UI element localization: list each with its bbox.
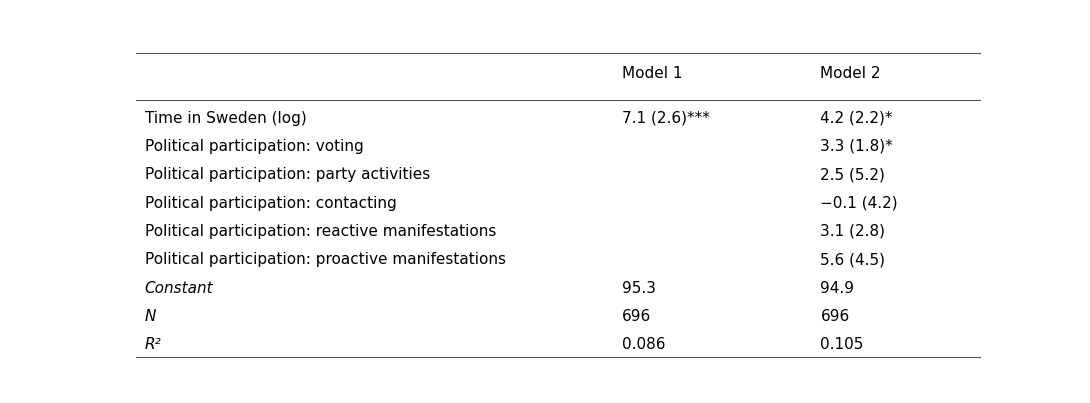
Text: 95.3: 95.3 xyxy=(622,280,656,295)
Text: 0.086: 0.086 xyxy=(622,337,666,352)
Text: 696: 696 xyxy=(622,309,651,324)
Text: 94.9: 94.9 xyxy=(821,280,855,295)
Text: 696: 696 xyxy=(821,309,850,324)
Text: Political participation: party activities: Political participation: party activitie… xyxy=(145,167,429,182)
Text: 3.3 (1.8)*: 3.3 (1.8)* xyxy=(821,139,893,154)
Text: Political participation: reactive manifestations: Political participation: reactive manife… xyxy=(145,224,496,239)
Text: Time in Sweden (log): Time in Sweden (log) xyxy=(145,111,306,126)
Text: Political participation: contacting: Political participation: contacting xyxy=(145,195,397,211)
Text: Model 1: Model 1 xyxy=(622,66,682,81)
Text: 4.2 (2.2)*: 4.2 (2.2)* xyxy=(821,111,893,126)
Text: 2.5 (5.2): 2.5 (5.2) xyxy=(821,167,885,182)
Text: −0.1 (4.2): −0.1 (4.2) xyxy=(821,195,898,211)
Text: R²: R² xyxy=(145,337,161,352)
Text: 0.105: 0.105 xyxy=(821,337,864,352)
Text: Political participation: voting: Political participation: voting xyxy=(145,139,363,154)
Text: 7.1 (2.6)***: 7.1 (2.6)*** xyxy=(622,111,710,126)
Text: Political participation: proactive manifestations: Political participation: proactive manif… xyxy=(145,252,506,267)
Text: Constant: Constant xyxy=(145,280,214,295)
Text: N: N xyxy=(145,309,156,324)
Text: 3.1 (2.8): 3.1 (2.8) xyxy=(821,224,885,239)
Text: Model 2: Model 2 xyxy=(821,66,881,81)
Text: 5.6 (4.5): 5.6 (4.5) xyxy=(821,252,885,267)
